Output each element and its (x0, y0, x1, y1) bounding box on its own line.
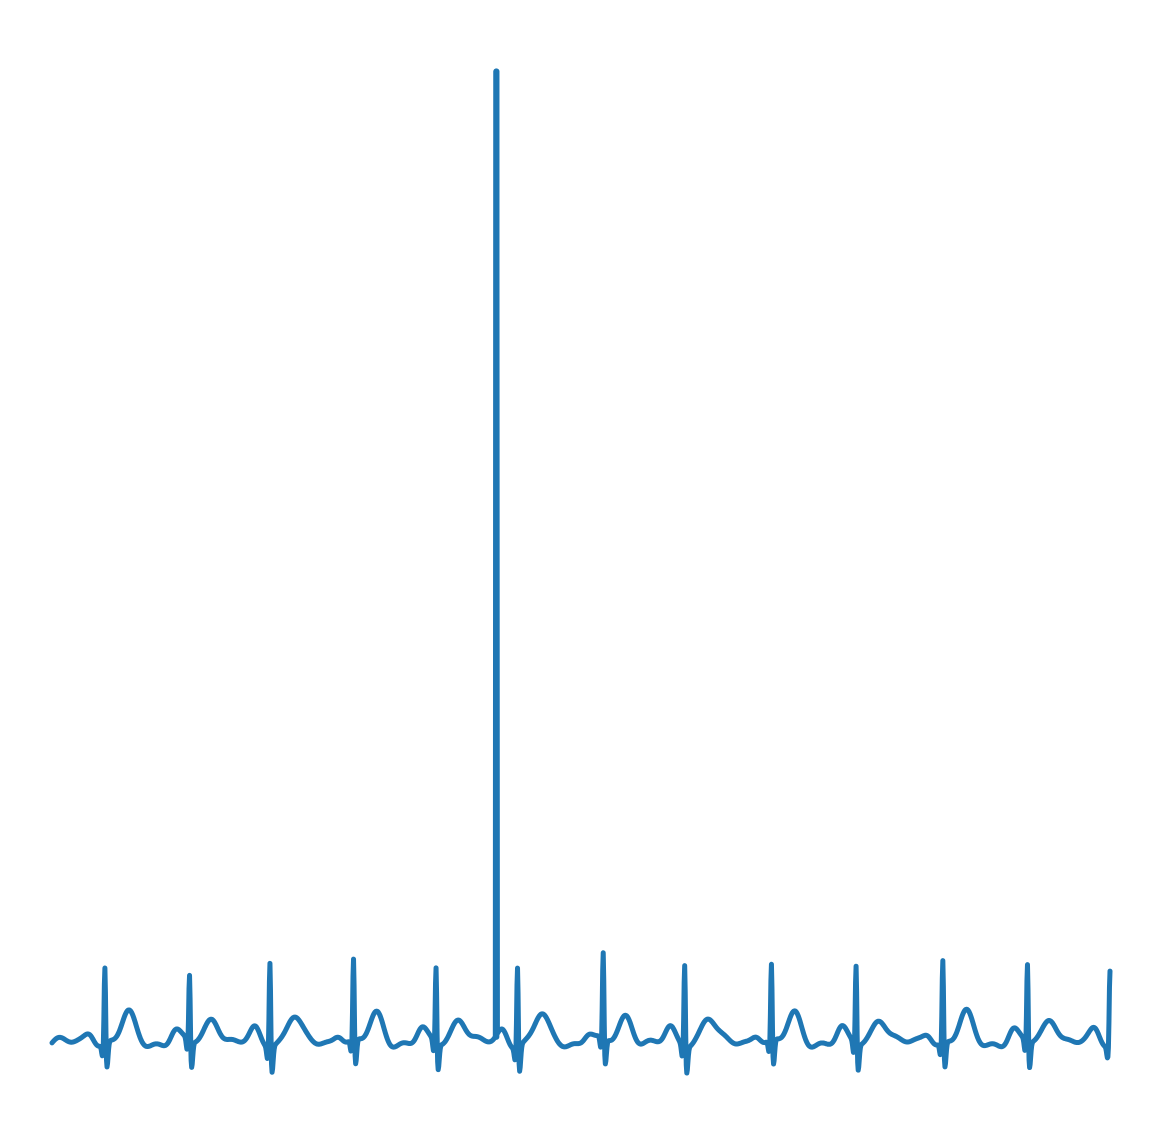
series-group (49, 68, 1113, 1076)
ecg-series-line (49, 68, 1113, 1076)
